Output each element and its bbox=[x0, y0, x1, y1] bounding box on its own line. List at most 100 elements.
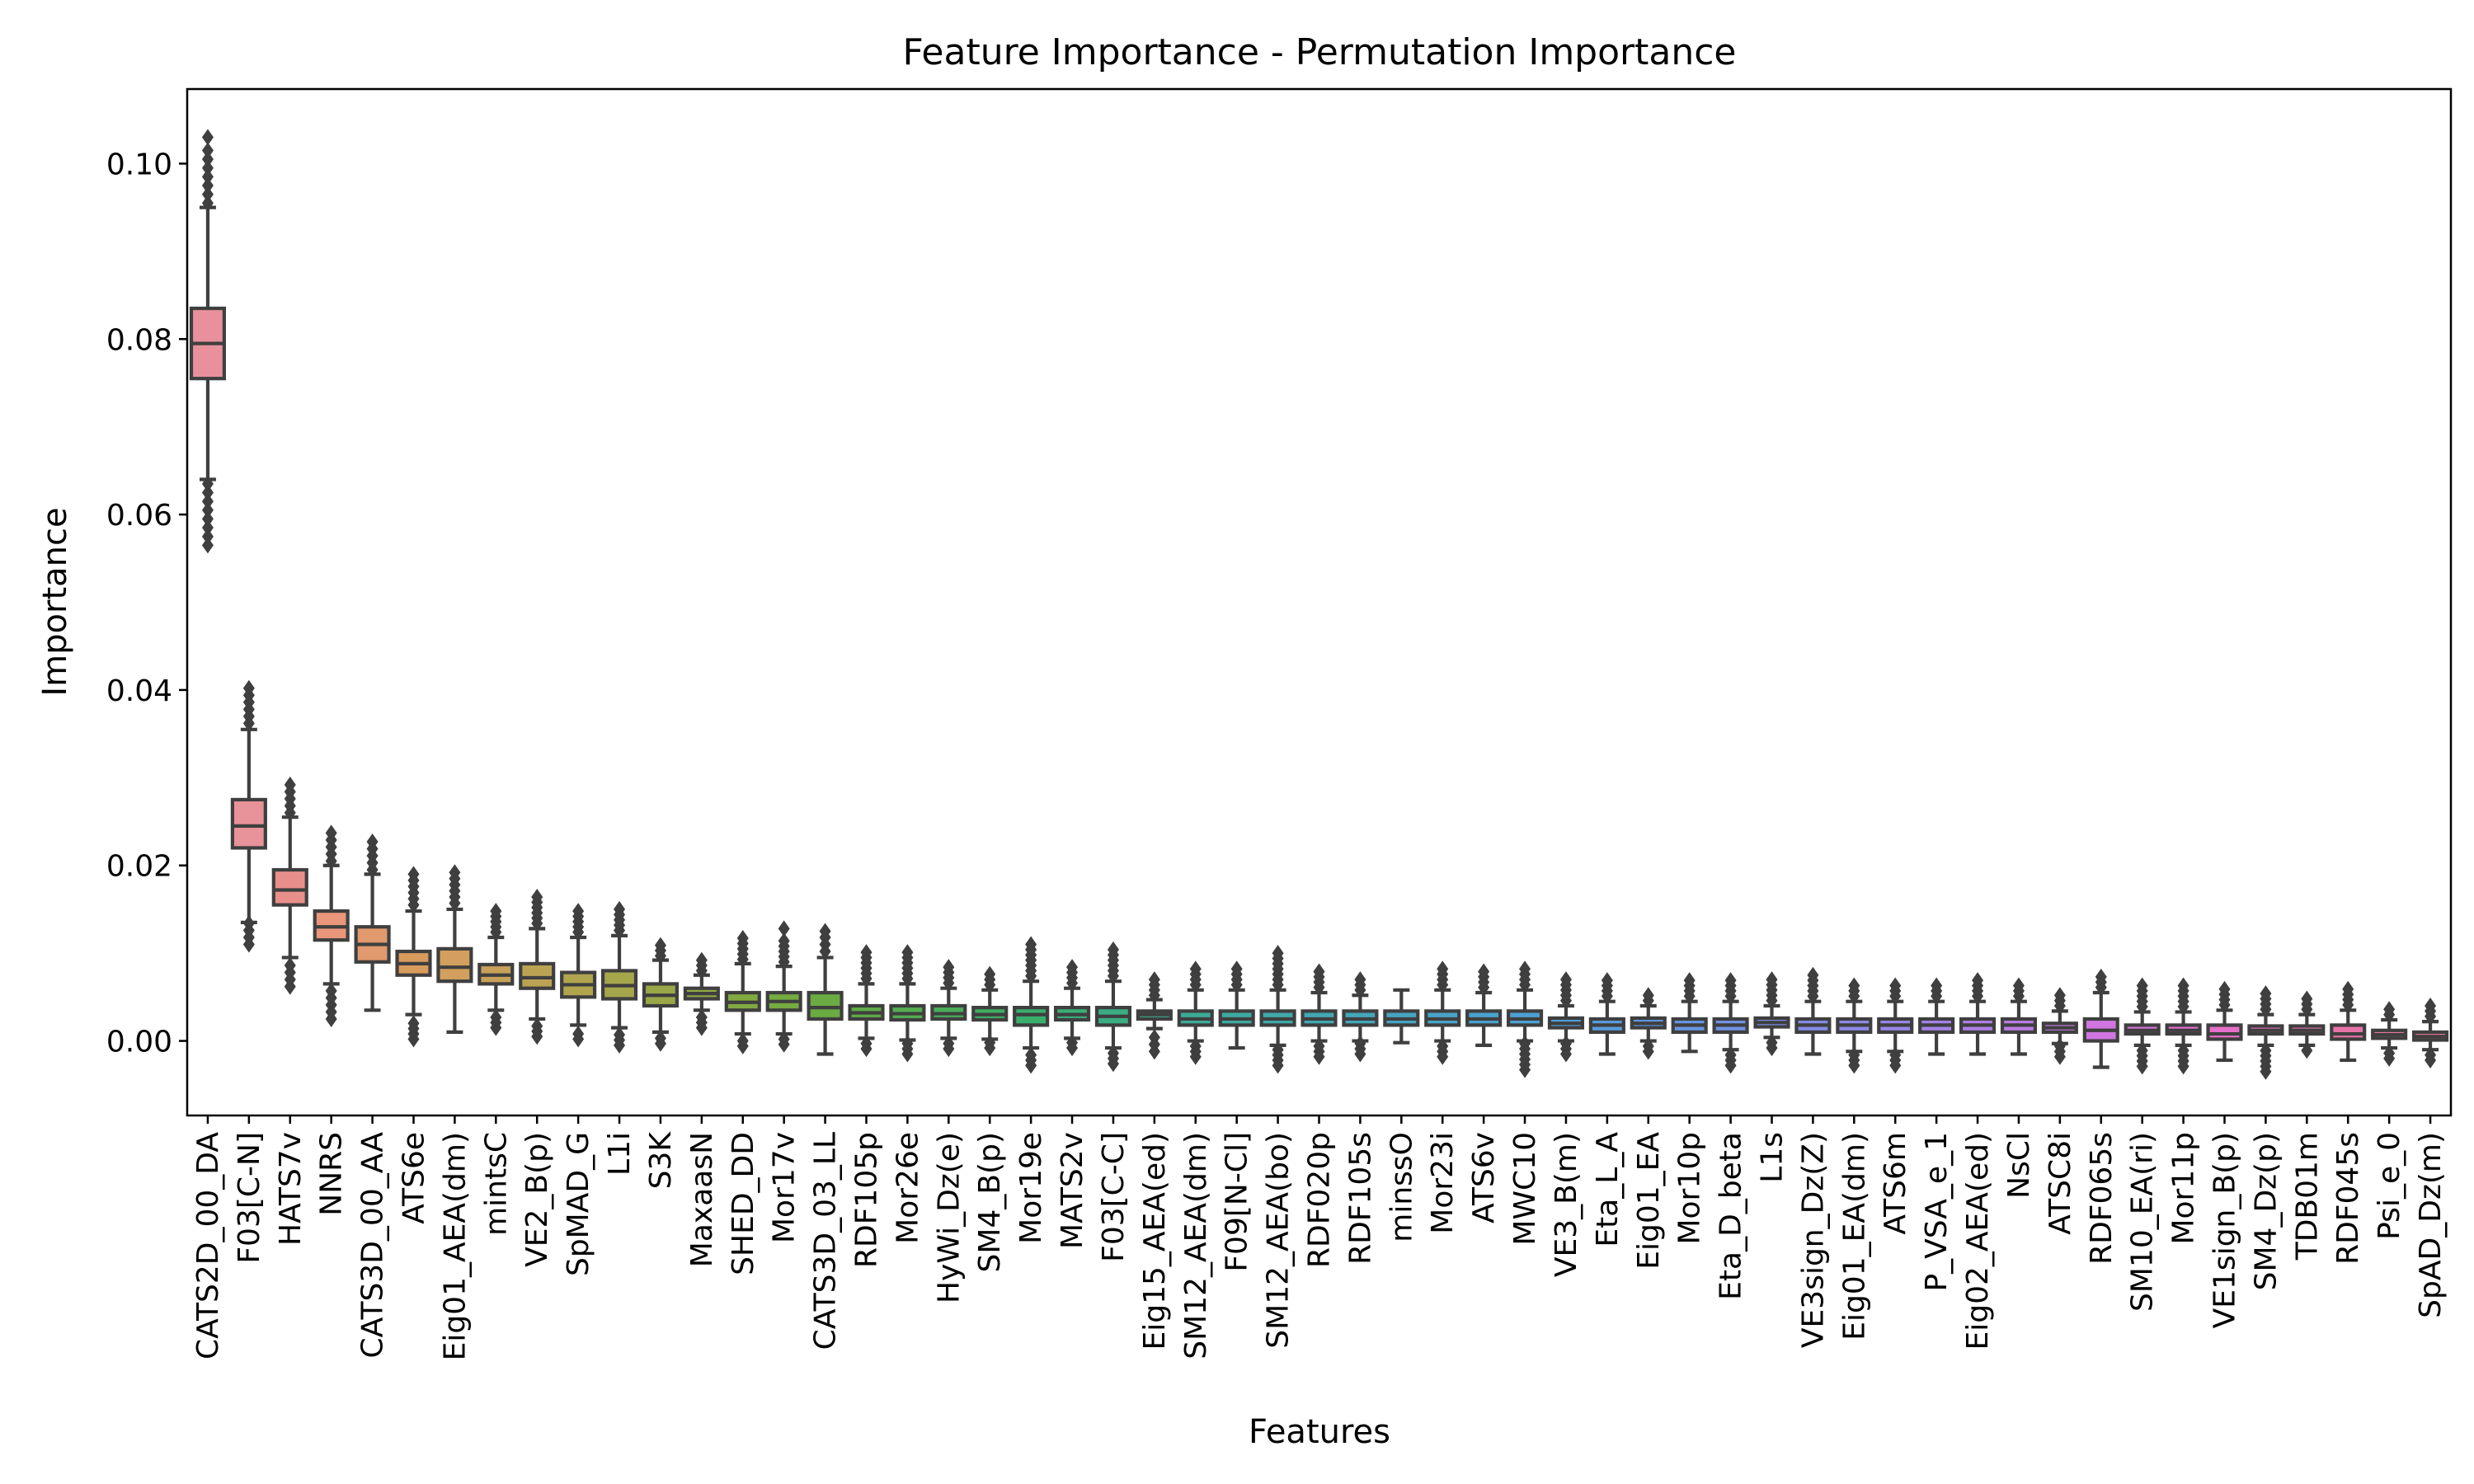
y-tick-label: 0.08 bbox=[106, 323, 172, 357]
x-tick-label: Eig15_AEA(ed) bbox=[1138, 1132, 1172, 1350]
outlier-point bbox=[572, 903, 585, 920]
outlier-point bbox=[695, 951, 708, 969]
box-group bbox=[683, 951, 720, 1036]
box-group bbox=[189, 129, 227, 554]
x-tick-label: Eig01_EA(dm) bbox=[1837, 1132, 1871, 1341]
outlier-point bbox=[1601, 972, 1613, 989]
x-tick-label: CATS2D_00_DA bbox=[191, 1132, 225, 1360]
x-tick-label: ATS6e bbox=[397, 1132, 431, 1224]
box-group bbox=[2206, 980, 2243, 1063]
outlier-point bbox=[1766, 971, 1778, 989]
x-tick-label: MaxaasN bbox=[685, 1132, 719, 1267]
chart-title: Feature Importance - Permutation Importa… bbox=[903, 31, 1737, 73]
x-tick-label: SpMAD_G bbox=[562, 1132, 595, 1276]
box-group bbox=[1300, 963, 1338, 1065]
x-tick-label: ATS6v bbox=[1467, 1132, 1501, 1223]
outlier-point bbox=[736, 930, 749, 947]
x-tick-label: RDF045s bbox=[2331, 1132, 2365, 1265]
box-group bbox=[930, 959, 967, 1058]
outlier-point bbox=[490, 1008, 502, 1026]
plot-area bbox=[189, 129, 2449, 1080]
x-tick-label: Mor23i bbox=[1426, 1132, 1460, 1234]
outlier-point bbox=[778, 932, 790, 950]
box-group bbox=[1630, 987, 1667, 1060]
outlier-point bbox=[901, 944, 914, 961]
box-group bbox=[724, 930, 761, 1054]
outlier-point bbox=[201, 168, 214, 186]
x-tick-label: VE2_B(p) bbox=[520, 1132, 554, 1267]
outlier-point bbox=[778, 1031, 790, 1048]
outlier-point bbox=[572, 1026, 585, 1043]
outlier-point bbox=[2425, 1046, 2437, 1064]
outlier-point bbox=[1437, 960, 1449, 978]
x-tick-label: Psi_e_0 bbox=[2373, 1132, 2406, 1240]
box-group bbox=[2371, 1001, 2408, 1067]
x-tick-label: Mor26e bbox=[891, 1132, 924, 1244]
box-group bbox=[1836, 977, 1873, 1074]
outlier-point bbox=[531, 1017, 543, 1035]
box-group bbox=[1794, 966, 1832, 1056]
outlier-point bbox=[1889, 977, 1902, 994]
outlier-point bbox=[1272, 1041, 1284, 1059]
box-group bbox=[1918, 977, 1955, 1056]
outlier-point bbox=[819, 923, 831, 940]
x-tick-label: MWC10 bbox=[1508, 1132, 1542, 1246]
outlier-point bbox=[1724, 972, 1737, 989]
x-tick-label: L1s bbox=[1756, 1132, 1790, 1183]
outlier-point bbox=[1889, 1046, 1902, 1064]
outlier-point bbox=[1189, 960, 1202, 978]
outlier-point bbox=[531, 889, 543, 906]
outlier-point bbox=[943, 1035, 955, 1052]
y-tick-label: 0.04 bbox=[106, 674, 172, 708]
box-group bbox=[2124, 977, 2161, 1075]
outlier-point bbox=[201, 177, 214, 195]
box-group bbox=[477, 903, 515, 1036]
x-tick-label: SM4_Dz(p) bbox=[2249, 1132, 2283, 1290]
outlier-point bbox=[201, 195, 214, 212]
outlier-point bbox=[2177, 1042, 2189, 1059]
box-group bbox=[1671, 972, 1708, 1054]
x-tick-label: Eta_L_A bbox=[1591, 1132, 1625, 1247]
outlier-point bbox=[1724, 1046, 1737, 1064]
box-group bbox=[519, 889, 556, 1045]
box-group bbox=[1136, 971, 1173, 1060]
box-group bbox=[807, 923, 844, 1056]
box-group bbox=[2041, 987, 2078, 1065]
outlier-point bbox=[2095, 968, 2107, 985]
outlier-point bbox=[201, 475, 214, 492]
outlier-point bbox=[2301, 1042, 2313, 1059]
outlier-point bbox=[2425, 997, 2437, 1014]
outlier-point bbox=[2053, 1037, 2066, 1054]
box-group bbox=[1753, 971, 1790, 1057]
outlier-point bbox=[407, 866, 420, 883]
x-tick-label: L1i bbox=[603, 1132, 637, 1176]
x-tick-label: mintsC bbox=[479, 1132, 513, 1236]
outlier-point bbox=[614, 1026, 626, 1044]
x-tick-label: S3K bbox=[644, 1131, 678, 1190]
outlier-point bbox=[1148, 971, 1160, 989]
box-group bbox=[1959, 972, 1997, 1056]
outlier-point bbox=[1848, 1046, 1860, 1064]
outlier-point bbox=[860, 1035, 872, 1052]
box-group bbox=[765, 920, 802, 1053]
box-group bbox=[1094, 941, 1132, 1073]
outlier-point bbox=[242, 679, 255, 697]
box bbox=[807, 990, 844, 1021]
outlier-point bbox=[201, 519, 214, 537]
outlier-point bbox=[201, 129, 214, 146]
outlier-point bbox=[1519, 1035, 1531, 1052]
x-tick-label: NsCl bbox=[2002, 1132, 2036, 1199]
x-tick-label: Mor19e bbox=[1014, 1132, 1048, 1244]
outlier-point bbox=[366, 834, 379, 850]
x-tick-label: SM12_AEA(bo) bbox=[1262, 1132, 1296, 1349]
box-group bbox=[560, 903, 597, 1048]
box-group bbox=[1342, 971, 1379, 1063]
box-group bbox=[2165, 977, 2202, 1075]
x-tick-label: CATS3D_00_AA bbox=[356, 1132, 390, 1359]
box-group bbox=[642, 937, 680, 1052]
outlier-point bbox=[1683, 972, 1696, 989]
outlier-point bbox=[1642, 987, 1654, 1004]
x-tick-label: SM4_B(p) bbox=[973, 1132, 1007, 1272]
box-group bbox=[271, 776, 308, 995]
x-tick-label: Mor11p bbox=[2167, 1132, 2201, 1245]
